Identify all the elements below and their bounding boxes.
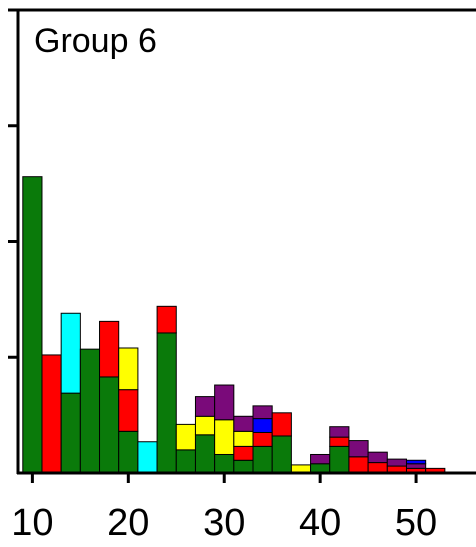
bar-segment-purple — [310, 453, 331, 465]
y-ticks — [8, 8, 18, 359]
histogram-bar-12 — [41, 354, 62, 474]
histogram-bar-40 — [310, 453, 331, 474]
histogram-bar-32 — [233, 415, 254, 474]
bar-segment-purple — [233, 415, 254, 432]
bar-segment-red — [156, 305, 177, 334]
histogram-bar-16 — [79, 348, 101, 474]
bar-segment-green — [233, 459, 254, 474]
histogram-bar-28 — [194, 396, 216, 474]
x-tick-label: 10 — [11, 502, 53, 544]
bars-layer — [22, 176, 446, 474]
histogram-bar-20 — [118, 347, 139, 474]
bar-segment-red — [41, 354, 62, 474]
bar-segment-green — [329, 445, 350, 474]
x-tick-label: 20 — [107, 502, 149, 544]
bar-segment-green — [271, 435, 292, 474]
bar-segment-red — [367, 462, 388, 474]
bar-segment-purple — [367, 451, 388, 464]
bar-segment-yellow — [175, 423, 196, 451]
bar-segment-green — [99, 376, 120, 474]
bar-segment-green — [60, 392, 81, 474]
bar-segment-green — [175, 449, 196, 474]
histogram-bar-50 — [405, 459, 427, 474]
bar-segment-cyan — [60, 312, 81, 394]
histogram-bar-24 — [156, 305, 177, 474]
x-tick-label: 40 — [299, 502, 341, 544]
bar-segment-purple — [348, 440, 369, 458]
x-ticks: 10203040506 — [11, 473, 437, 544]
bar-segment-red — [118, 389, 139, 432]
bar-segment-red — [252, 431, 273, 447]
histogram-bar-18 — [99, 320, 120, 474]
bar-segment-purple — [386, 458, 407, 467]
x-tick-label: 50 — [395, 502, 437, 544]
bar-segment-cyan — [137, 441, 158, 474]
bar-segment-green — [156, 332, 177, 474]
bar-segment-purple — [194, 396, 216, 417]
histogram-bar-36 — [271, 412, 292, 474]
bar-segment-green — [118, 430, 139, 474]
bar-segment-red — [348, 456, 369, 474]
bar-segment-red — [233, 445, 254, 461]
bar-segment-yellow — [214, 419, 235, 455]
bar-segment-red — [99, 320, 120, 378]
histogram-bar-26 — [175, 423, 196, 474]
histogram-bar-10 — [22, 176, 43, 474]
bar-segment-green — [22, 176, 43, 474]
bar-segment-purple — [405, 463, 427, 469]
bar-segment-green — [214, 453, 235, 474]
chart-title: Group 6 — [34, 22, 157, 60]
histogram-bar-14 — [60, 312, 81, 474]
bar-segment-red — [329, 436, 350, 447]
histogram-bar-48 — [386, 458, 407, 474]
bar-segment-purple — [214, 384, 235, 421]
bar-segment-yellow — [194, 415, 216, 436]
bar-segment-purple — [329, 426, 350, 438]
histogram-bar-30 — [214, 384, 235, 474]
histogram-bar-22 — [137, 441, 158, 474]
bar-segment-yellow — [233, 430, 254, 447]
histogram-bar-42 — [329, 426, 350, 474]
bar-segment-red — [271, 412, 292, 437]
bar-segment-green — [252, 445, 273, 474]
bar-segment-yellow — [118, 347, 139, 391]
bar-segment-purple — [252, 405, 273, 420]
bar-segment-blue — [252, 418, 273, 433]
histogram-bar-44 — [348, 440, 369, 474]
bar-segment-green — [194, 434, 216, 474]
histogram-bar-34 — [252, 405, 273, 474]
bar-segment-green — [79, 348, 101, 474]
histogram-bar-46 — [367, 451, 388, 474]
bar-segment-blue — [405, 459, 427, 465]
x-tick-label: 30 — [203, 502, 245, 544]
